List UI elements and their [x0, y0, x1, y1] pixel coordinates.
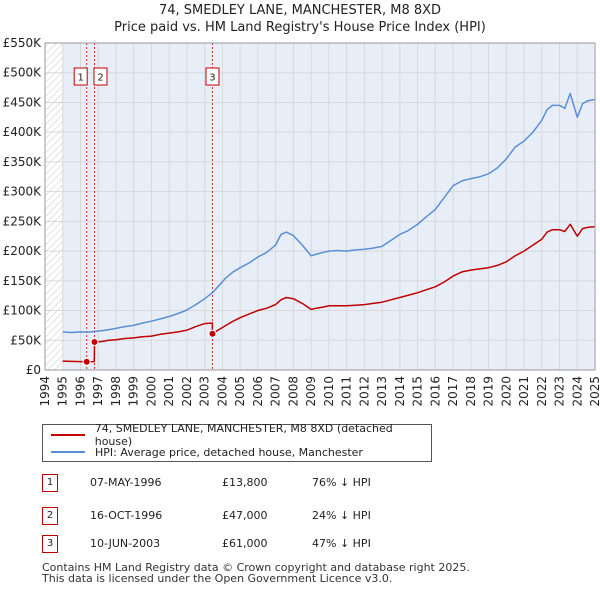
legend-swatch-property	[51, 434, 85, 436]
x-tick-label: 2020	[499, 376, 513, 407]
sale-point	[83, 358, 90, 365]
y-tick-label: £400K	[3, 125, 43, 139]
x-tick-label: 2005	[233, 376, 247, 407]
legend-label-hpi: HPI: Average price, detached house, Manc…	[95, 446, 363, 459]
x-tick-label: 2003	[198, 376, 212, 407]
x-tick-label: 2014	[393, 376, 407, 407]
chart-legend: 74, SMEDLEY LANE, MANCHESTER, M8 8XD (de…	[42, 424, 432, 462]
y-tick-label: £300K	[3, 185, 43, 199]
x-tick-label: 1996	[73, 376, 87, 407]
transaction-badge: 2	[42, 507, 58, 525]
x-tick-label: 1997	[91, 376, 105, 407]
sale-label: 3	[209, 73, 215, 84]
x-tick-label: 2013	[375, 376, 389, 407]
transaction-date: 07-MAY-1996	[90, 476, 162, 489]
transaction-badge: 3	[42, 535, 58, 553]
y-tick-label: £150K	[3, 274, 43, 288]
legend-item-hpi: HPI: Average price, detached house, Manc…	[51, 444, 363, 460]
y-tick-label: £450K	[3, 95, 43, 109]
transaction-date: 10-JUN-2003	[90, 537, 160, 550]
y-tick-label: £200K	[3, 244, 43, 258]
transaction-price: £61,000	[222, 537, 268, 550]
x-tick-label: 1999	[127, 376, 141, 407]
y-tick-label: £250K	[3, 214, 43, 228]
x-tick-label: 2006	[251, 376, 265, 407]
price-chart: 1 2 3 £0 £50K £100K £150K £200K £250K £300K £350K…	[0, 0, 600, 420]
x-tick-label: 2021	[517, 376, 531, 407]
x-tick-label: 2015	[411, 376, 425, 407]
sale-point	[209, 330, 216, 337]
legend-item-property: 74, SMEDLEY LANE, MANCHESTER, M8 8XD (de…	[51, 427, 431, 443]
y-tick-label: £550K	[3, 36, 43, 50]
sale-point	[91, 339, 98, 346]
y-tick-label: £500K	[3, 66, 43, 80]
x-tick-label: 2004	[215, 376, 229, 407]
hatched-region	[45, 43, 63, 370]
y-tick-label: £100K	[3, 304, 43, 318]
x-tick-label: 2001	[162, 376, 176, 407]
x-tick-label: 2007	[269, 376, 283, 407]
x-tick-label: 1998	[109, 376, 123, 407]
transaction-date: 16-OCT-1996	[90, 509, 162, 522]
transaction-badge: 1	[42, 474, 58, 492]
y-tick-label: £350K	[3, 155, 43, 169]
x-tick-label: 2022	[535, 376, 549, 407]
sale-label: 1	[78, 73, 84, 84]
x-tick-label: 2012	[357, 376, 371, 407]
x-tick-label: 2023	[553, 376, 567, 407]
x-tick-label: 2024	[570, 376, 584, 407]
transaction-price: £13,800	[222, 476, 268, 489]
x-tick-label: 2011	[340, 376, 354, 407]
x-tick-label: 2017	[446, 376, 460, 407]
footer-licence: This data is licensed under the Open Gov…	[42, 572, 392, 585]
x-tick-label: 2010	[322, 376, 336, 407]
transaction-price: £47,000	[222, 509, 268, 522]
x-tick-label: 2008	[286, 376, 300, 407]
y-tick-label: £50K	[10, 333, 42, 347]
y-tick-label: £0	[26, 363, 41, 377]
x-tick-label: 1994	[38, 376, 52, 407]
sale-label: 2	[97, 73, 103, 84]
x-tick-label: 2019	[482, 376, 496, 407]
x-tick-label: 1995	[56, 376, 70, 407]
transaction-hpi: 24% ↓ HPI	[312, 509, 371, 522]
transaction-hpi: 76% ↓ HPI	[312, 476, 371, 489]
x-tick-label: 2025	[588, 376, 600, 407]
x-tick-label: 2018	[464, 376, 478, 407]
x-tick-label: 2000	[144, 376, 158, 407]
x-tick-label: 2009	[304, 376, 318, 407]
x-tick-label: 2002	[180, 376, 194, 407]
transaction-hpi: 47% ↓ HPI	[312, 537, 371, 550]
legend-swatch-hpi	[51, 451, 85, 453]
x-tick-label: 2016	[428, 376, 442, 407]
